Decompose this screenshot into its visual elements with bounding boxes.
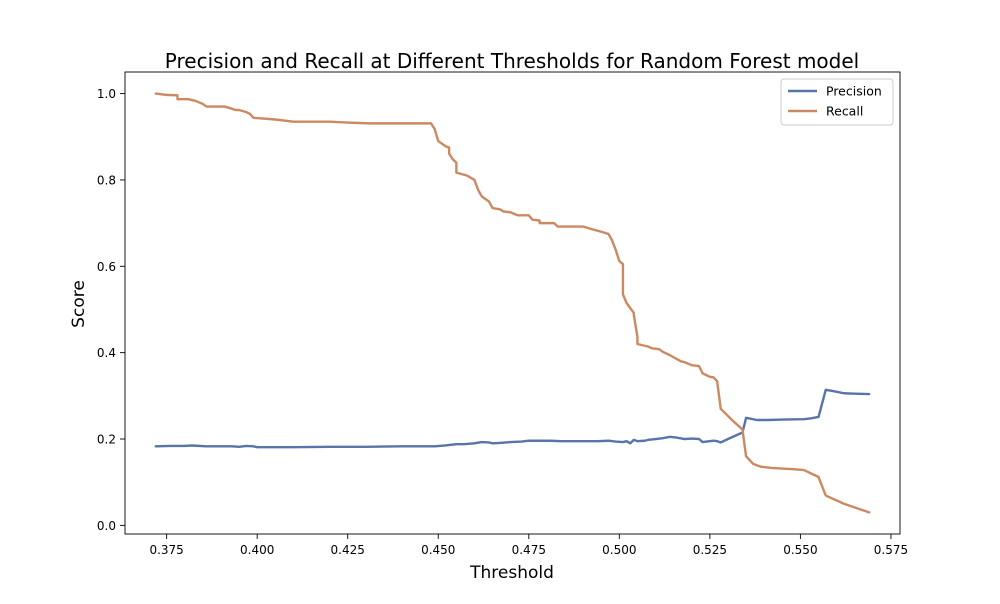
y-axis-ticks: 0.0 0.2 0.4 0.6 0.8 1.0 (97, 87, 125, 533)
y-axis-label: Score (69, 280, 89, 328)
y-tick-label: 0.0 (97, 519, 116, 533)
x-tick-label: 0.475 (512, 543, 546, 557)
x-tick-label: 0.450 (421, 543, 455, 557)
plot-area (124, 71, 901, 535)
y-tick-label: 1.0 (97, 87, 116, 101)
x-tick-label: 0.400 (240, 543, 274, 557)
x-tick-label: 0.500 (602, 543, 636, 557)
x-tick-label: 0.425 (331, 543, 365, 557)
y-tick-label: 0.4 (97, 346, 116, 360)
legend-label-recall: Recall (826, 104, 863, 119)
x-tick-label: 0.575 (874, 543, 908, 557)
series-line-precision (154, 388, 871, 449)
x-tick-label: 0.525 (693, 543, 727, 557)
x-axis-ticks: 0.375 0.400 0.425 0.450 0.475 0.500 0.525 0.550… (149, 534, 908, 557)
plot-frame (124, 71, 901, 535)
x-axis-label: Threshold (469, 563, 554, 583)
y-tick-label: 0.6 (97, 260, 116, 274)
x-tick-label: 0.550 (783, 543, 817, 557)
series-lines (154, 92, 871, 514)
y-tick-label: 0.8 (97, 173, 116, 187)
legend: Precision Recall (780, 78, 894, 126)
chart-title: Precision and Recall at Different Thresh… (165, 49, 859, 73)
y-tick-label: 0.2 (97, 433, 116, 447)
series-line-recall (154, 92, 871, 514)
legend-label-precision: Precision (826, 84, 882, 99)
x-tick-label: 0.375 (149, 543, 183, 557)
